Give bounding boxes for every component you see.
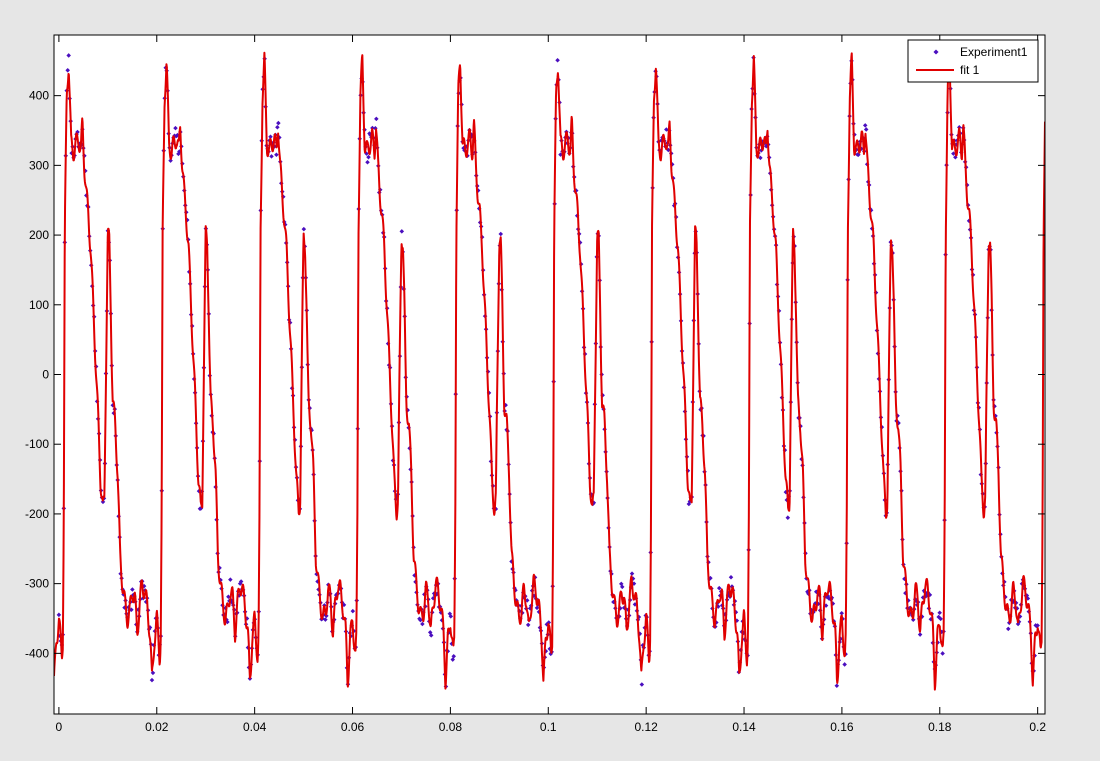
experiment-point: [173, 125, 178, 131]
x-tick-label: 0: [56, 720, 63, 734]
y-tick-label: 0: [42, 368, 49, 382]
y-tick-label: 200: [29, 228, 49, 242]
x-tick-label: 0.14: [732, 720, 756, 734]
experiment-point: [350, 608, 356, 614]
fit-line: [54, 51, 1045, 691]
y-tick-label: -200: [25, 507, 49, 521]
y-tick-label: 400: [29, 89, 49, 103]
experiment-point: [418, 617, 423, 623]
experiment-point: [863, 127, 869, 132]
experiment-point: [450, 657, 456, 662]
experiment-point: [274, 152, 279, 157]
experiment-point: [448, 614, 454, 619]
experiment-point: [785, 515, 791, 520]
x-tick-label: 0.18: [928, 720, 952, 734]
x-tick-label: 0.08: [439, 720, 463, 734]
experiment-point: [619, 584, 625, 590]
experiment-point: [399, 229, 405, 234]
experiment-point: [365, 160, 370, 165]
experiment-point: [420, 621, 425, 627]
experiment-point: [374, 116, 379, 122]
experiment-point: [323, 617, 328, 622]
x-tick-label: 0.1: [540, 720, 557, 734]
y-tick-label: 300: [29, 158, 49, 172]
x-tick-label: 0.02: [145, 720, 169, 734]
experiment-point: [276, 120, 281, 126]
legend: Experiment1 fit 1: [907, 39, 1039, 83]
x-tick-label: 0.12: [634, 720, 658, 734]
legend-label-fit: fit 1: [960, 63, 980, 77]
experiment-point: [268, 134, 273, 140]
experiment-point: [301, 226, 307, 232]
x-tick-label: 0.06: [341, 720, 365, 734]
y-tick-label: 100: [29, 298, 49, 312]
experiment-point: [451, 654, 456, 659]
legend-box: [907, 39, 1039, 83]
y-tick-label: -400: [25, 646, 49, 660]
experiment-point: [366, 154, 371, 160]
x-tick-label: 0.16: [830, 720, 854, 734]
axes-background: [54, 35, 1045, 714]
axes-layer: 0 0.02 0.04 0.06 0.08 0.1 0.12 0.14 0.16 0.18 0.2 -…: [25, 34, 1046, 734]
experiment-point: [498, 231, 504, 237]
x-tick-label: 0.04: [243, 720, 267, 734]
x-tick-label: 0.2: [1029, 720, 1046, 734]
y-tick-label: -100: [25, 437, 49, 451]
y-tick-label: -300: [25, 577, 49, 591]
experiment-point: [428, 633, 434, 638]
experiment-point: [1035, 623, 1040, 628]
legend-label-experiment: Experiment1: [960, 45, 1028, 59]
experiment-point: [938, 616, 943, 622]
